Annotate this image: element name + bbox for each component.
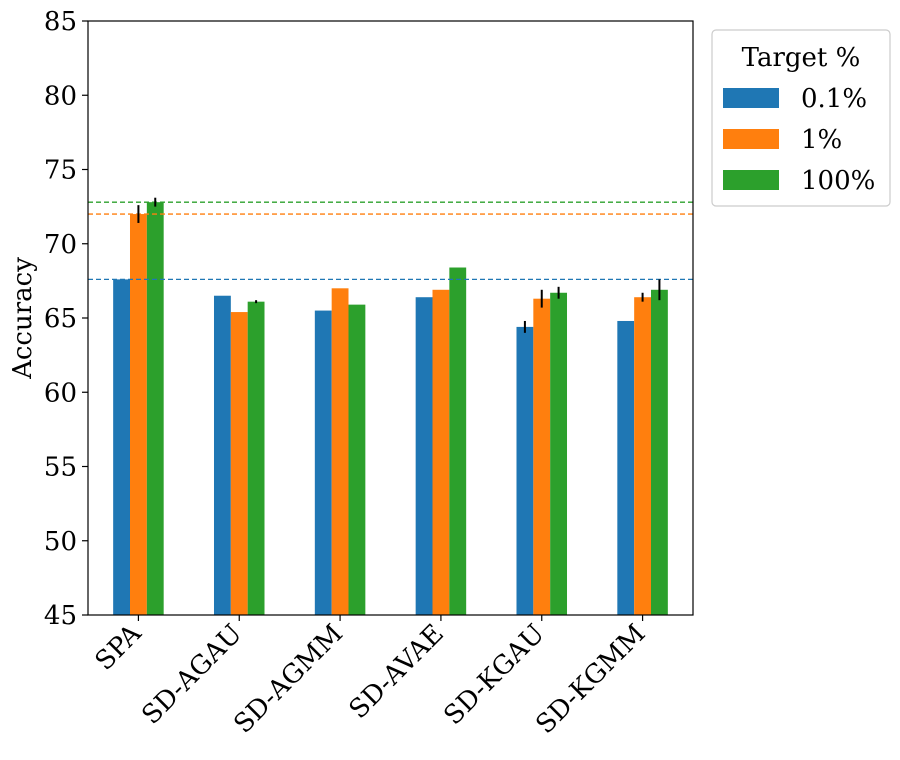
plot-area <box>88 197 693 616</box>
bar-sd-agau-100pct <box>247 301 265 615</box>
bar-sd-agmm-100pct <box>348 304 366 615</box>
bar-sd-kgmm-1pct <box>634 297 652 615</box>
bar-sd-kgmm-100pct <box>651 289 668 615</box>
y-tick-label: 75 <box>44 156 77 186</box>
legend-swatch <box>723 129 779 149</box>
bar-spa-1pct <box>129 214 147 616</box>
bar-sd-agau-1pct <box>230 312 248 615</box>
bar-sd-kgau-1pct <box>533 298 551 615</box>
y-tick-label: 80 <box>44 81 77 111</box>
legend: Target % 0.1% 1% 100% <box>711 29 891 207</box>
legend-label: 1% <box>801 125 842 155</box>
bar-sd-avae-1pct <box>432 289 450 615</box>
y-tick-label: 45 <box>44 601 77 631</box>
plot-frame <box>87 20 694 616</box>
legend-box <box>711 29 891 207</box>
legend-label: 100% <box>801 166 875 196</box>
x-tick-label-spa: SPA <box>90 618 149 677</box>
legend-label: 0.1% <box>801 84 867 114</box>
bar-spa-0_1pct <box>113 279 130 615</box>
bar-sd-agmm-0_1pct <box>314 310 332 615</box>
y-tick-label: 70 <box>44 230 77 260</box>
y-axis-label: Accuracy <box>8 257 38 380</box>
y-tick-label: 65 <box>44 304 77 334</box>
legend-swatch <box>723 170 779 190</box>
y-tick-label: 85 <box>44 7 77 37</box>
x-tick-label-sd-avae: SD-AVAE <box>344 619 450 725</box>
y-tick-label: 50 <box>44 527 77 557</box>
bar-spa-100pct <box>146 202 164 616</box>
x-tick-label-sd-agmm: SD-AGMM <box>228 619 349 740</box>
bar-sd-agau-0_1pct <box>213 295 231 615</box>
bar-sd-agmm-1pct <box>331 288 349 615</box>
bar-sd-kgau-100pct <box>550 292 568 615</box>
y-tick-label: 55 <box>44 453 77 483</box>
bar-sd-kgau-0_1pct <box>516 326 534 615</box>
bar-sd-avae-100pct <box>449 267 467 615</box>
x-tick-label-sd-kgmm: SD-KGMM <box>530 619 651 740</box>
legend-swatch <box>723 88 779 108</box>
bar-sd-avae-0_1pct <box>415 297 433 615</box>
y-axis: 45 50 55 60 65 70 75 80 85 <box>44 7 88 631</box>
y-tick-label: 60 <box>44 378 77 408</box>
bar-sd-kgmm-0_1pct <box>617 320 635 615</box>
legend-title: Target % <box>742 43 861 73</box>
